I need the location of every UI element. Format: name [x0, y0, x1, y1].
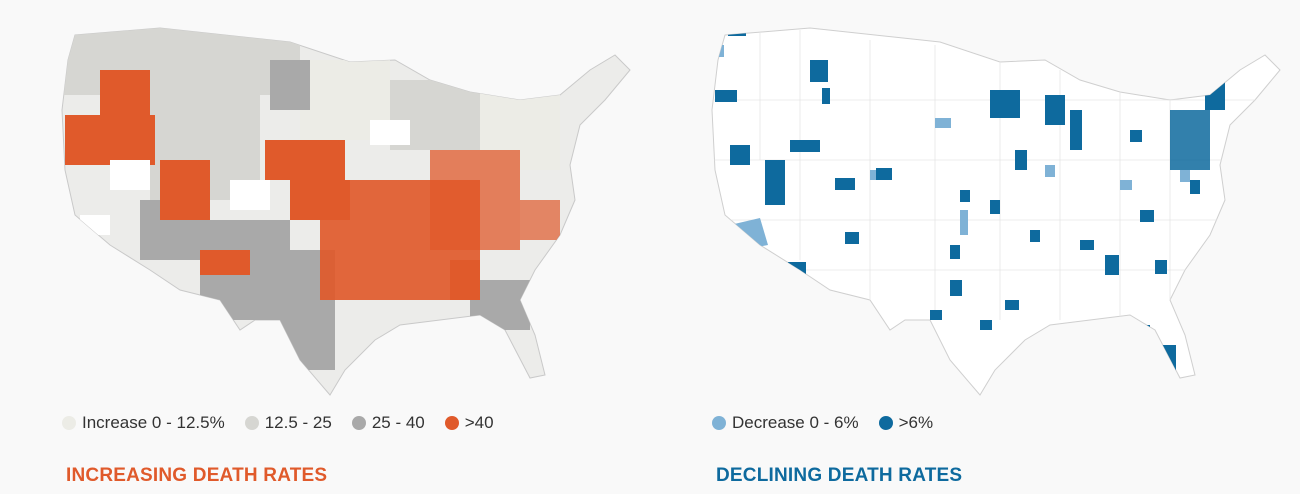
legend-swatch — [62, 416, 76, 430]
declining-legend: Decrease 0 - 6% >6% — [712, 413, 953, 433]
declining-death-rates-map — [711, 27, 1281, 396]
legend-swatch — [444, 416, 459, 430]
legend-item-over-40: >40 — [444, 413, 494, 433]
increasing-legend: Increase 0 - 12.5% 12.5 - 25 25 - 40 >40 — [62, 413, 514, 433]
declining-title: DECLINING DEATH RATES — [716, 465, 963, 486]
legend-label: >40 — [464, 413, 494, 432]
legend-item-25-40: 25 - 40 — [351, 413, 425, 433]
increasing-death-rates-panel: Increase 0 - 12.5% 12.5 - 25 25 - 40 >40… — [61, 27, 631, 486]
legend-swatch — [878, 416, 893, 430]
legend-label: >6% — [898, 413, 934, 432]
legend-label: 25 - 40 — [371, 413, 425, 432]
declining-death-rates-panel: Decrease 0 - 6% >6% DECLINING DEATH RATE… — [650, 0, 1300, 494]
legend-item-12-5-25: 12.5 - 25 — [244, 413, 332, 433]
legend-item-increase-0-12-5: Increase 0 - 12.5% — [62, 413, 225, 433]
legend-item-decrease-over-6: >6% — [878, 413, 934, 433]
legend-swatch — [712, 416, 726, 430]
legend-label: Decrease 0 - 6% — [732, 413, 859, 432]
increasing-title: INCREASING DEATH RATES — [66, 465, 328, 486]
legend-label: 12.5 - 25 — [264, 413, 332, 432]
legend-item-decrease-0-6: Decrease 0 - 6% — [712, 413, 859, 433]
increasing-death-rates-map — [61, 27, 631, 396]
legend-swatch — [351, 416, 366, 430]
legend-swatch — [244, 416, 259, 430]
legend-label: Increase 0 - 12.5% — [82, 413, 225, 432]
